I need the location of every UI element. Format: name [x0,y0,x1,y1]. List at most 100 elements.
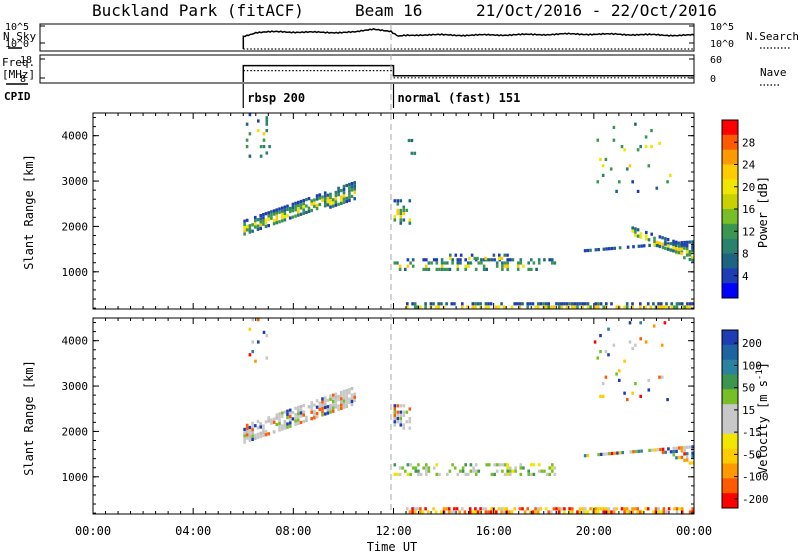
range-cell [245,423,249,427]
range-cell [479,510,482,514]
range-cell [424,305,427,309]
range-cell [615,372,618,376]
range-cell [505,510,509,514]
range-cell [456,258,460,262]
range-cell [337,394,340,399]
range-cell [602,452,606,456]
range-cell [461,305,464,309]
range-cell [413,151,417,155]
range-cell [578,302,582,306]
range-cell [651,448,654,452]
range-cell [278,412,281,416]
range-cell [302,211,305,215]
noise-panel-frame [39,23,695,52]
range-cell [254,225,257,229]
range-cell [275,416,279,420]
freq-right-tick: 0 [710,74,716,85]
range-cell [288,408,292,412]
range-cell [576,510,579,514]
range-cell [254,359,257,363]
range-cell [634,382,637,386]
range-cell [248,230,252,234]
range-cell [461,466,465,470]
range-cell [267,214,270,218]
range-cell [294,204,297,209]
range-cell [353,392,356,396]
colorbar-tick: -50 [742,448,762,461]
range-cell [458,510,461,514]
range-cell [474,302,477,306]
freq-left-tick: 8 [20,74,26,85]
nsky-label: N.Sky [3,30,36,43]
range-cell [393,463,397,467]
range-cell [405,420,409,424]
range-cell [605,247,608,251]
range-cell [427,261,431,265]
range-cell [530,267,533,271]
range-cell [631,302,634,306]
range-cell [655,240,659,244]
range-cell [601,394,605,398]
range-cell [680,247,684,251]
range-cell [337,407,340,411]
y-tick-label: 4000 [62,130,89,143]
range-cell [479,305,482,309]
range-cell [688,302,692,306]
range-cell [416,507,420,511]
range-cell [453,510,456,514]
range-cell [259,422,262,426]
range-cell [474,469,478,473]
range-cell [262,216,265,220]
range-cell [463,510,467,514]
colorbar-swatch [722,433,738,450]
range-cell [318,404,322,408]
freq-panel-frame [39,54,695,84]
range-cell [393,417,397,421]
range-cell [318,193,322,197]
range-cell [305,210,308,214]
range-cell [399,417,403,421]
range-cell [516,267,520,271]
range-cell [474,472,478,476]
range-cell [302,198,305,203]
range-cell [636,189,640,193]
range-cell [302,202,305,206]
range-cell [655,186,659,190]
range-cell [248,227,252,231]
range-cell [639,305,642,309]
range-cell [326,196,330,201]
range-cell [396,212,400,216]
range-cell [404,469,407,473]
range-cell [560,302,564,306]
range-cell [329,205,332,209]
range-cell [604,375,608,379]
range-cell [283,218,287,222]
range-cell [425,469,428,473]
range-cell [672,242,675,247]
range-cell [691,243,694,247]
range-cell [661,450,665,455]
range-cell [626,167,629,171]
range-cell [243,434,246,438]
range-cell [321,195,324,199]
range-cell [626,398,629,402]
range-cell [467,472,470,476]
range-cell [259,435,262,439]
range-cell [451,258,454,262]
range-cell [493,258,496,262]
range-cell [571,305,574,309]
range-cell [451,463,454,467]
range-cell [323,191,327,195]
range-cell [459,469,462,473]
range-cell [345,388,348,393]
range-cell [424,302,427,306]
range-cell [342,393,346,397]
range-cell [267,217,270,221]
range-cell [396,417,400,421]
range-cell [675,507,679,511]
range-cell [286,422,289,426]
range-cell [683,256,686,260]
range-cell [262,145,266,149]
range-cell [329,407,332,411]
range-cell [243,437,246,441]
